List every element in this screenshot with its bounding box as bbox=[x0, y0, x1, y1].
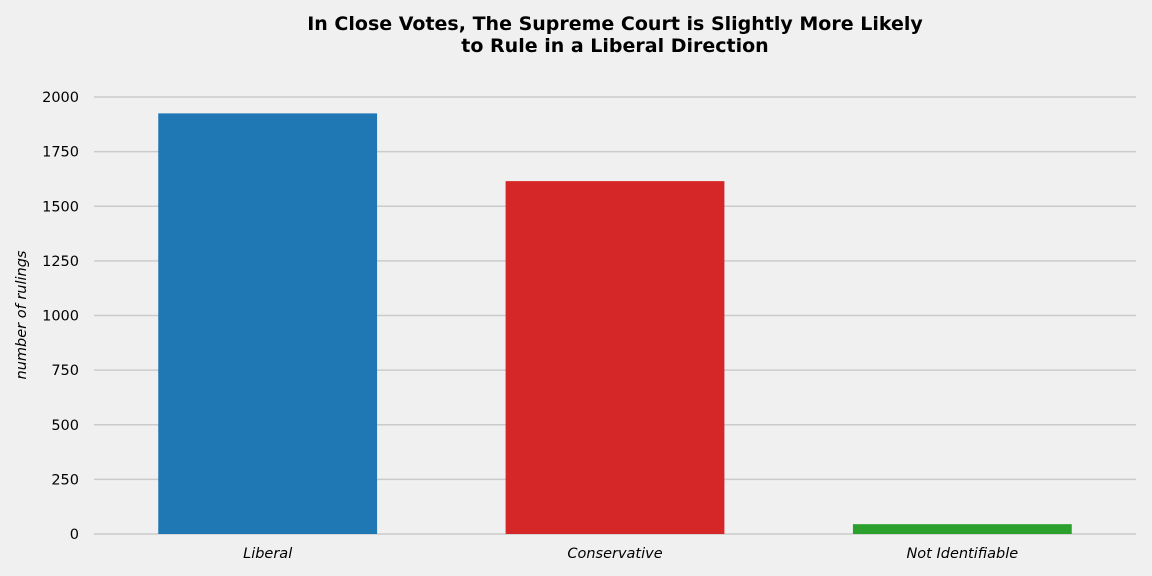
y-tick-label: 500 bbox=[51, 418, 79, 434]
bar-conservative bbox=[505, 181, 725, 534]
x-tick-label: Not Identifiable bbox=[906, 546, 1018, 562]
y-tick-label: 750 bbox=[51, 363, 79, 379]
y-tick-label: 0 bbox=[70, 527, 79, 543]
y-tick-labels: 0 250 500 750 1000 1250 1500 1750 2000 bbox=[42, 90, 79, 543]
y-tick-label: 2000 bbox=[42, 90, 79, 106]
x-tick-label: Conservative bbox=[567, 546, 662, 562]
y-axis-label: number of rulings bbox=[14, 250, 30, 379]
chart-title-line-2: to Rule in a Liberal Direction bbox=[461, 35, 768, 57]
y-tick-label: 1000 bbox=[42, 309, 79, 325]
x-tick-label: Liberal bbox=[243, 546, 292, 562]
x-tick-labels: Liberal Conservative Not Identifiable bbox=[243, 546, 1018, 562]
bar-liberal bbox=[158, 113, 378, 534]
y-tick-label: 1500 bbox=[42, 199, 79, 215]
y-tick-label: 1250 bbox=[42, 254, 79, 270]
bars bbox=[158, 113, 1072, 534]
chart-title-line-1: In Close Votes, The Supreme Court is Sli… bbox=[307, 13, 923, 35]
y-tick-label: 250 bbox=[51, 472, 79, 488]
bar-not-identifiable bbox=[852, 524, 1072, 534]
y-tick-label: 1750 bbox=[42, 145, 79, 161]
